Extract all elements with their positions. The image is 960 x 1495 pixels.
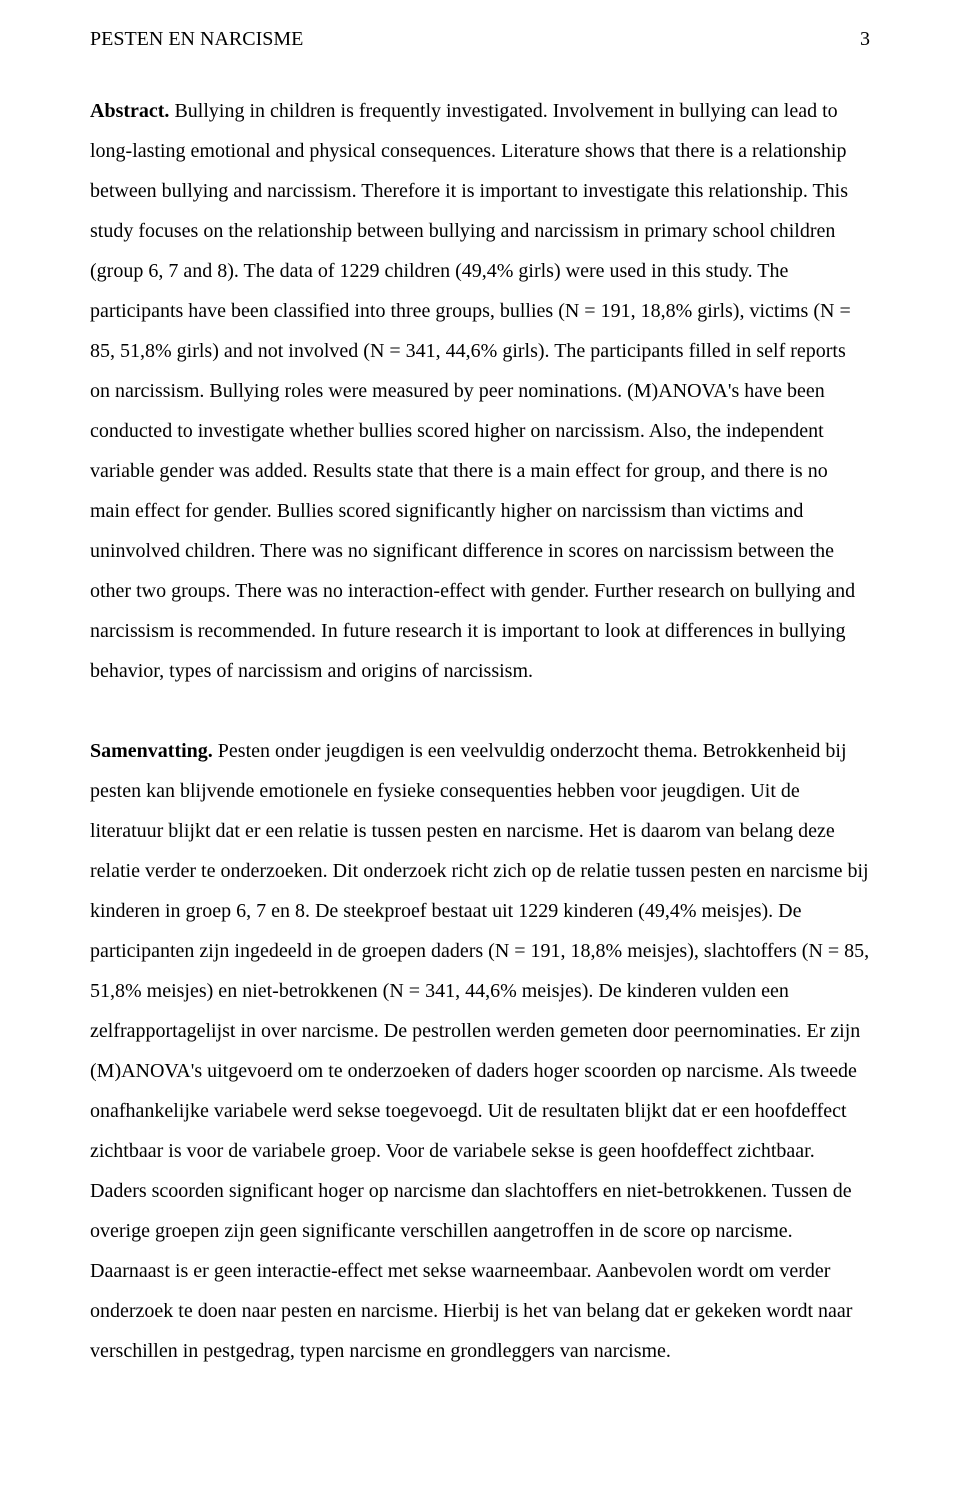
samenvatting-paragraph: Samenvatting. Pesten onder jeugdigen is … bbox=[90, 731, 870, 1371]
running-head: PESTEN EN NARCISME 3 bbox=[90, 28, 870, 51]
page-number: 3 bbox=[860, 28, 870, 51]
running-title: PESTEN EN NARCISME bbox=[90, 28, 303, 51]
document-page: PESTEN EN NARCISME 3 Abstract. Bullying … bbox=[0, 0, 960, 1495]
paragraph-gap bbox=[90, 691, 870, 731]
abstract-heading: Abstract. bbox=[90, 100, 169, 122]
samenvatting-body: Pesten onder jeugdigen is een veelvuldig… bbox=[90, 740, 869, 1362]
samenvatting-heading: Samenvatting. bbox=[90, 740, 213, 762]
abstract-paragraph: Abstract. Bullying in children is freque… bbox=[90, 91, 870, 691]
abstract-body: Bullying in children is frequently inves… bbox=[90, 100, 855, 682]
